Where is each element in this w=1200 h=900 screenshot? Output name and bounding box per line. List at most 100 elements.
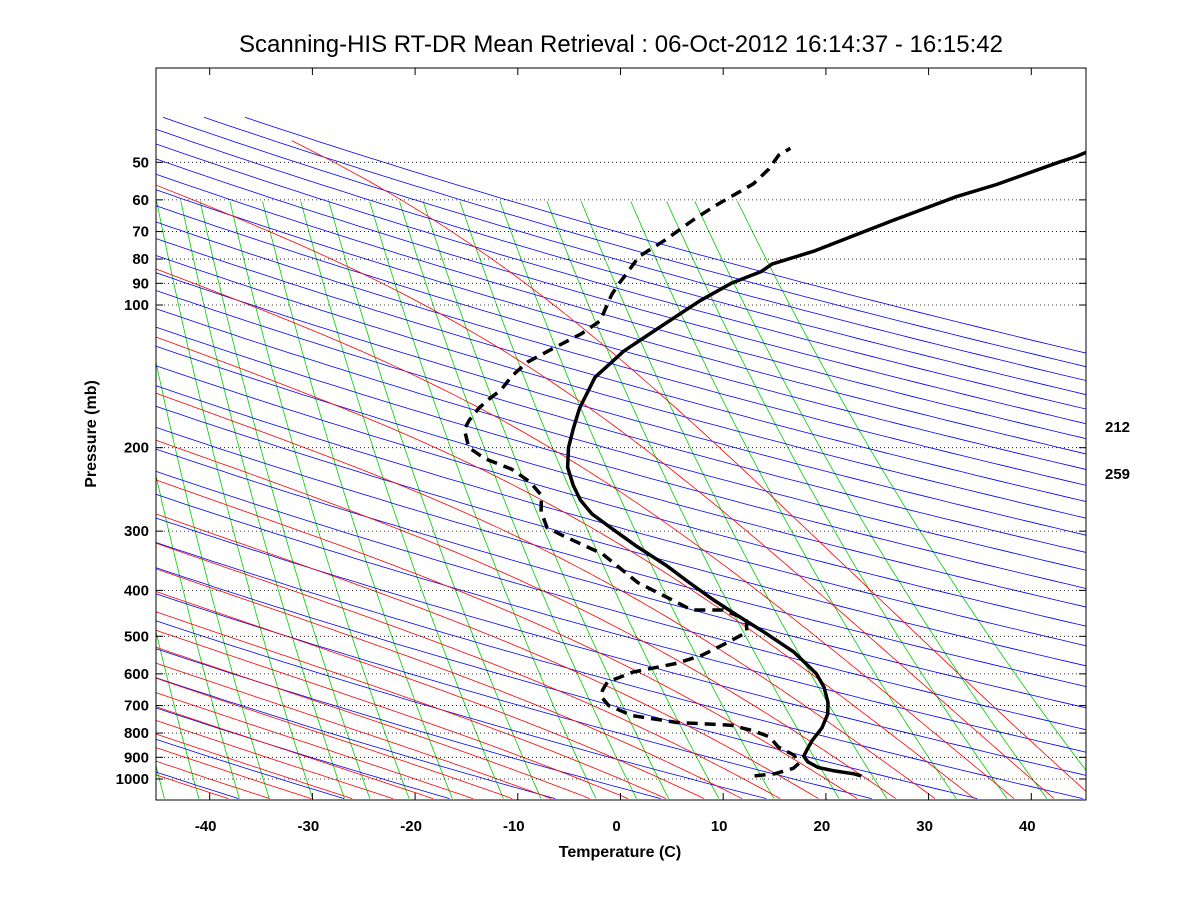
mixing-ratio-line [199, 201, 371, 799]
y-tick-label: 50 [132, 154, 149, 171]
mixing-ratio-line [0, 201, 87, 798]
mixing-ratio-line [0, 201, 28, 798]
dry-adiabat-line [156, 272, 1086, 536]
right-label-212: 212 [1105, 419, 1130, 436]
dry-adiabat-line [156, 567, 978, 799]
x-axis-ticks: -40 -30 -20 -10 0 10 20 30 40 [195, 68, 1036, 835]
moist-adiabat-line [156, 719, 394, 799]
dry-adiabat-line [156, 448, 1086, 709]
moist-adiabat-line [156, 336, 975, 799]
dry-adiabat-line [156, 189, 1086, 455]
y-tick-label: 400 [124, 582, 149, 599]
dry-adiabat-line [156, 221, 1086, 486]
dry-adiabat-line [156, 385, 1086, 647]
sounding-series [462, 146, 1086, 778]
x-tick-label: 10 [711, 818, 728, 835]
moist-adiabat-line [156, 513, 819, 799]
mixing-ratio-line [546, 201, 840, 799]
temperature-line [565, 150, 1086, 778]
dry-adiabat-line [156, 128, 1086, 396]
right-label-259: 259 [1105, 466, 1130, 483]
y-tick-label: 600 [124, 666, 149, 683]
moist-adiabat-line [156, 733, 353, 799]
dewpoint-line [462, 146, 802, 778]
dry-adiabat-line [156, 365, 1086, 627]
moist-adiabat-line [156, 629, 629, 799]
moist-adiabat-line [156, 479, 858, 799]
moist-adiabat-line [156, 677, 513, 799]
moist-adiabat-line [156, 774, 229, 799]
moist-adiabat-line [156, 760, 270, 799]
moist-adiabat-line [156, 646, 590, 799]
dry-adiabat-line [156, 345, 1086, 608]
dry-adiabat-line [156, 143, 1086, 410]
y-tick-label: 500 [124, 628, 149, 645]
dry-adiabat-line [156, 542, 1083, 799]
dry-adiabat-line [156, 493, 1086, 753]
y-tick-label: 900 [124, 749, 149, 766]
moist-adiabat-line [156, 611, 667, 799]
mixing-ratio-line [630, 201, 957, 799]
mixing-ratio-line [499, 201, 775, 799]
dry-adiabat-line [156, 405, 1086, 667]
mixing-ratio-line [422, 201, 670, 799]
moist-adiabat-line [156, 542, 781, 799]
moist-adiabat-line [156, 662, 552, 799]
dry-adiabat-line [156, 290, 1086, 553]
y-tick-label: 70 [132, 224, 149, 241]
dry-adiabat-line [203, 116, 1086, 368]
y-tick-label: 90 [132, 275, 149, 292]
mixing-ratio-line [156, 360, 270, 799]
dry-adiabat-line [156, 707, 450, 799]
moist-adiabat-line [156, 392, 936, 799]
x-tick-label: -20 [400, 818, 422, 835]
x-tick-label: -10 [503, 818, 525, 835]
mixing-ratio-line [369, 201, 597, 799]
x-tick-label: 20 [814, 818, 831, 835]
dry-adiabat-line [156, 173, 1086, 440]
moist-adiabat-line [156, 568, 743, 799]
chart-title: Scanning-HIS RT-DR Mean Retrieval : 06-O… [239, 31, 1003, 58]
y-tick-label: 700 [124, 698, 149, 715]
dry-adiabat-line [156, 426, 1086, 687]
y-tick-label: 300 [124, 523, 149, 540]
mixing-ratio-line [459, 201, 720, 799]
mixing-ratio-line [156, 474, 240, 799]
mixing-ratio-line [0, 201, 52, 798]
y-tick-label: 100 [124, 297, 149, 314]
moist-adiabat-line [156, 747, 312, 799]
moist-adiabat-line [156, 692, 474, 799]
mixing-ratio-line [156, 201, 313, 799]
dry-adiabat-line [156, 517, 1086, 776]
dry-adiabat-line [156, 255, 1086, 519]
dry-adiabat-line [156, 677, 556, 799]
y-axis-ticks: 50 60 70 80 90 100 200 300 400 500 600 700 800 900 100… [116, 154, 1086, 788]
x-tick-label: 30 [916, 818, 933, 835]
moist-adiabat-line [156, 268, 1015, 799]
dry-adiabat-line [244, 116, 1086, 354]
mixing-ratio-line [666, 201, 1008, 799]
moist-adiabat-line [156, 706, 434, 799]
mixing-ratio-line [262, 201, 453, 799]
dry-adiabat-line [156, 470, 1086, 731]
mixing-ratio-line [229, 201, 410, 799]
mixing-ratio-line [737, 201, 1086, 771]
dry-adiabat-line [156, 620, 767, 799]
x-tick-label: -40 [195, 818, 217, 835]
moist-adiabat-line [156, 439, 897, 799]
mixing-ratio-line [180, 201, 345, 799]
y-tick-label: 60 [132, 192, 149, 209]
dry-adiabat-line [156, 205, 1086, 470]
dry-adiabat-line [0, 117, 133, 798]
mixing-ratio-line [300, 201, 504, 799]
dry-adiabat-line [156, 238, 1086, 503]
dry-adiabat-line [156, 308, 1086, 571]
background-lines [0, 116, 1086, 799]
x-axis-label: Temperature (C) [559, 844, 681, 861]
x-tick-label: -30 [298, 818, 320, 835]
mixing-ratio-line [18, 201, 133, 798]
dry-adiabat-line [156, 158, 1086, 425]
dry-adiabat-line [162, 116, 1086, 381]
moist-adiabat-line [156, 591, 705, 799]
